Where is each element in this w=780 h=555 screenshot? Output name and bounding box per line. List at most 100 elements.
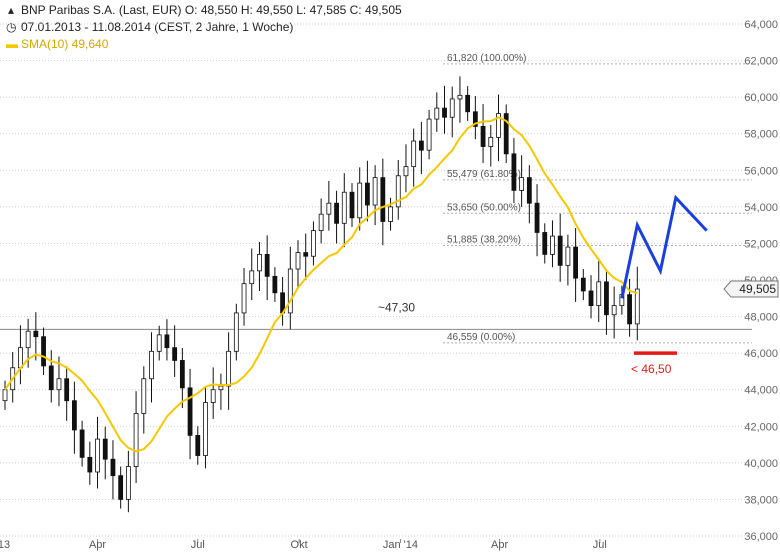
candle-body	[449, 98, 455, 118]
candle	[102, 426, 108, 480]
candle	[434, 92, 440, 132]
candle	[457, 76, 463, 123]
candle	[580, 269, 586, 301]
candle-body	[634, 288, 640, 325]
candle-body	[465, 94, 471, 113]
candle-body	[534, 202, 540, 233]
candle	[472, 96, 478, 140]
y-tick-label: 64,000	[744, 19, 778, 31]
candle-body	[388, 206, 393, 222]
candle	[210, 367, 216, 419]
x-tick-label: n '13	[0, 539, 10, 551]
candle	[110, 440, 116, 500]
candle-body	[557, 235, 563, 266]
candle-body	[249, 270, 255, 285]
projection-path	[620, 194, 708, 299]
candle	[226, 332, 232, 410]
candle-body	[341, 191, 347, 224]
candle	[604, 269, 609, 335]
y-tick-label: 42,000	[744, 421, 778, 433]
candle	[426, 109, 432, 160]
candle-body	[41, 336, 46, 367]
candle	[627, 278, 632, 337]
caret-up-icon: ▴	[7, 3, 15, 17]
candle	[326, 180, 332, 231]
candle-body	[118, 475, 124, 500]
candle-body	[418, 140, 424, 151]
candle	[388, 197, 393, 231]
candle	[357, 167, 363, 231]
candle	[280, 277, 285, 326]
header-sma-label: SMA(10) 49,640	[21, 37, 109, 51]
candle-body	[550, 235, 555, 255]
candle	[365, 160, 370, 222]
candle-body	[87, 456, 93, 473]
candle	[195, 426, 201, 465]
candle	[125, 450, 131, 513]
y-tick-label: 36,000	[744, 531, 778, 543]
candle-body	[588, 290, 594, 307]
candle	[565, 234, 571, 286]
y-tick-label: 52,000	[744, 238, 778, 250]
candle-body	[187, 387, 193, 436]
candle-body	[426, 118, 432, 151]
candle	[511, 138, 517, 204]
candle	[241, 267, 247, 326]
candle	[287, 246, 293, 330]
candle	[233, 303, 239, 361]
candle-body	[149, 350, 154, 380]
support-marker-label: < 46,50	[631, 362, 672, 376]
candle	[133, 391, 139, 483]
candle-body	[395, 175, 401, 208]
candle-body	[365, 182, 370, 206]
candle	[411, 128, 417, 187]
candle	[557, 213, 563, 282]
candle	[634, 266, 640, 341]
candle-body	[226, 350, 232, 387]
candle-body	[179, 360, 185, 389]
candle	[295, 240, 301, 290]
y-tick-label: 56,000	[744, 165, 778, 177]
y-tick-label: 62,000	[744, 56, 778, 68]
candle-body	[372, 177, 378, 206]
candle-body	[511, 153, 517, 191]
candle	[149, 332, 154, 403]
x-tick-label: Jul	[593, 539, 607, 551]
candle-body	[156, 334, 162, 352]
candle	[48, 350, 54, 403]
candle-body	[195, 435, 201, 456]
y-tick-label: 48,000	[744, 312, 778, 324]
candle-body	[272, 275, 278, 294]
candle-body	[565, 246, 571, 266]
candle-body	[241, 283, 247, 314]
candle	[164, 319, 170, 361]
candle-body	[203, 402, 208, 456]
candle-body	[287, 268, 293, 314]
candle	[519, 155, 525, 207]
candle-body	[56, 378, 62, 391]
candle	[64, 366, 70, 421]
candle	[442, 85, 447, 134]
candle-body	[604, 281, 609, 316]
candle	[403, 144, 409, 193]
chart-header-sma: ▬ SMA(10) 49,640	[6, 37, 108, 51]
candle	[18, 325, 23, 385]
x-tick-label: Jan '14	[383, 539, 418, 551]
candle	[56, 356, 62, 407]
candle-body	[596, 281, 602, 307]
candlesticks	[2, 76, 640, 513]
sma-line	[4, 116, 638, 453]
candle-body	[141, 378, 147, 414]
candle-body	[627, 294, 632, 325]
x-axis: n '13 Apr Jul Okt Jan '14 Apr Jul	[0, 539, 607, 551]
candle-body	[48, 365, 54, 391]
candle	[334, 190, 339, 244]
candle-body	[357, 182, 363, 219]
support-line-label: ~47,30	[378, 300, 415, 314]
candle	[2, 380, 8, 410]
candle-body	[257, 253, 262, 272]
candle-body	[303, 252, 309, 257]
candle-body	[71, 400, 77, 431]
candle-body	[64, 378, 70, 402]
